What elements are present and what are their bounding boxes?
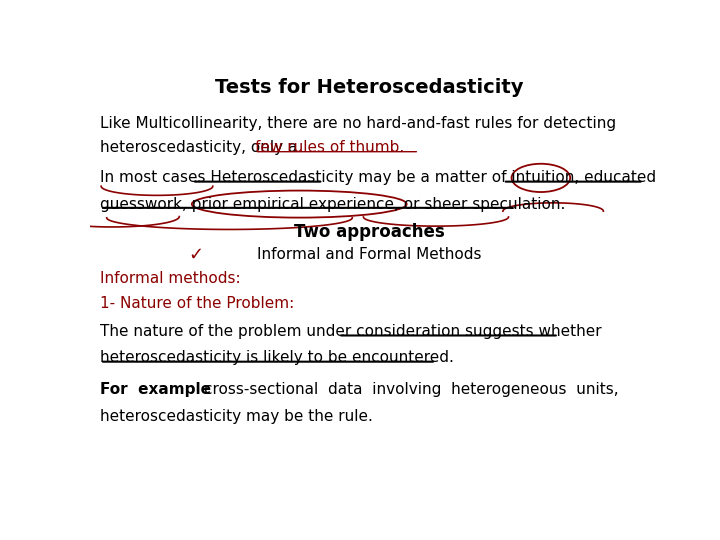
Text: In most cases Heteroscedasticity may be a matter of intuition, educated: In most cases Heteroscedasticity may be … bbox=[100, 171, 656, 185]
Text: heteroscedasticity is likely to be encountered.: heteroscedasticity is likely to be encou… bbox=[100, 350, 454, 366]
Text: Two approaches: Two approaches bbox=[294, 223, 444, 241]
Text: heteroscedasticity, only a: heteroscedasticity, only a bbox=[100, 140, 302, 156]
Text: For  example: For example bbox=[100, 382, 211, 396]
Text: guesswork, prior empirical experience, or sheer speculation.: guesswork, prior empirical experience, o… bbox=[100, 197, 565, 212]
Text: Informal and Formal Methods: Informal and Formal Methods bbox=[257, 247, 481, 262]
Text: Informal methods:: Informal methods: bbox=[100, 272, 240, 286]
Text: ✓: ✓ bbox=[189, 246, 204, 264]
Text: Like Multicollinearity, there are no hard-and-fast rules for detecting: Like Multicollinearity, there are no har… bbox=[100, 116, 616, 131]
Text: Tests for Heteroscedasticity: Tests for Heteroscedasticity bbox=[215, 78, 523, 97]
Text: cross-sectional  data  involving  heterogeneous  units,: cross-sectional data involving heterogen… bbox=[204, 382, 619, 396]
Text: few rules of thumb.: few rules of thumb. bbox=[255, 140, 404, 156]
Text: heteroscedasticity may be the rule.: heteroscedasticity may be the rule. bbox=[100, 409, 373, 424]
Text: 1- Nature of the Problem:: 1- Nature of the Problem: bbox=[100, 295, 294, 310]
Text: The nature of the problem under consideration suggests whether: The nature of the problem under consider… bbox=[100, 324, 602, 339]
